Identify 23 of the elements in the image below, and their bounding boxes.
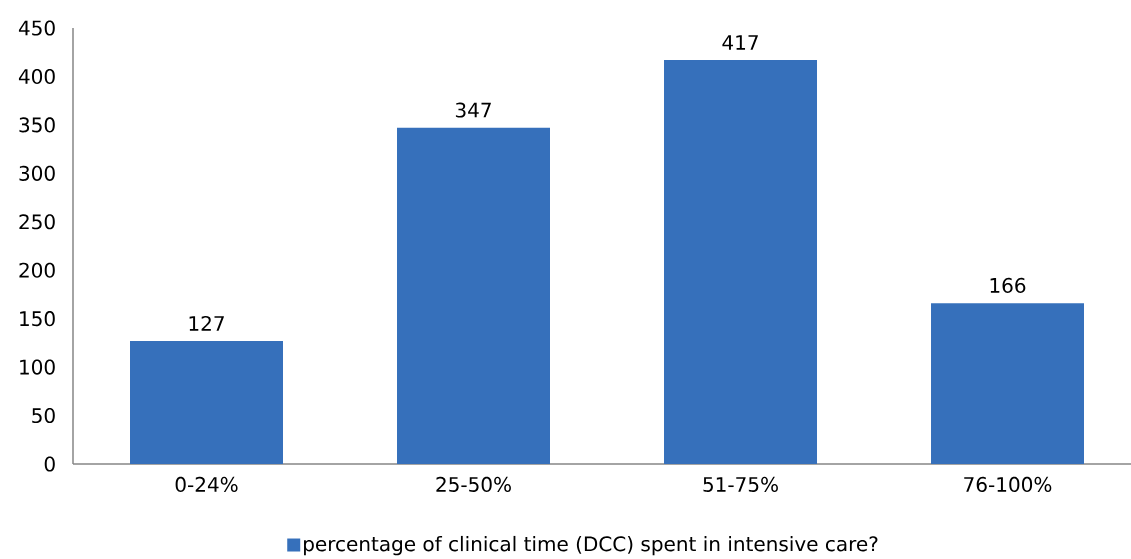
legend-label: percentage of clinical time (DCC) spent in intensive care?	[304, 535, 878, 556]
y-tick-label: 250	[19, 214, 55, 230]
y-tick-label: 100	[20, 359, 55, 375]
y-tick-label: 300	[19, 165, 55, 181]
x-tick-label: 76-100%	[964, 476, 1052, 492]
y-tick-label: 50	[32, 408, 55, 424]
x-tick-label: 0-24%	[175, 476, 238, 492]
y-tick-label: 350	[19, 117, 55, 133]
bar	[130, 340, 283, 464]
data-label: 347	[455, 102, 491, 118]
bar	[664, 59, 817, 464]
x-tick-label: 25-50%	[436, 476, 511, 492]
bar	[397, 127, 550, 464]
bar	[931, 303, 1085, 464]
y-tick-label: 400	[18, 68, 55, 84]
y-tick-label: 450	[18, 20, 55, 36]
data-label: 166	[990, 277, 1026, 293]
y-tick-label: 200	[19, 262, 55, 278]
y-tick-label: 150	[20, 311, 55, 327]
y-tick-label: 0	[44, 456, 55, 472]
data-label: 417	[722, 35, 758, 50]
data-label: 127	[189, 315, 224, 331]
x-tick-label: 51-75%	[703, 476, 778, 492]
